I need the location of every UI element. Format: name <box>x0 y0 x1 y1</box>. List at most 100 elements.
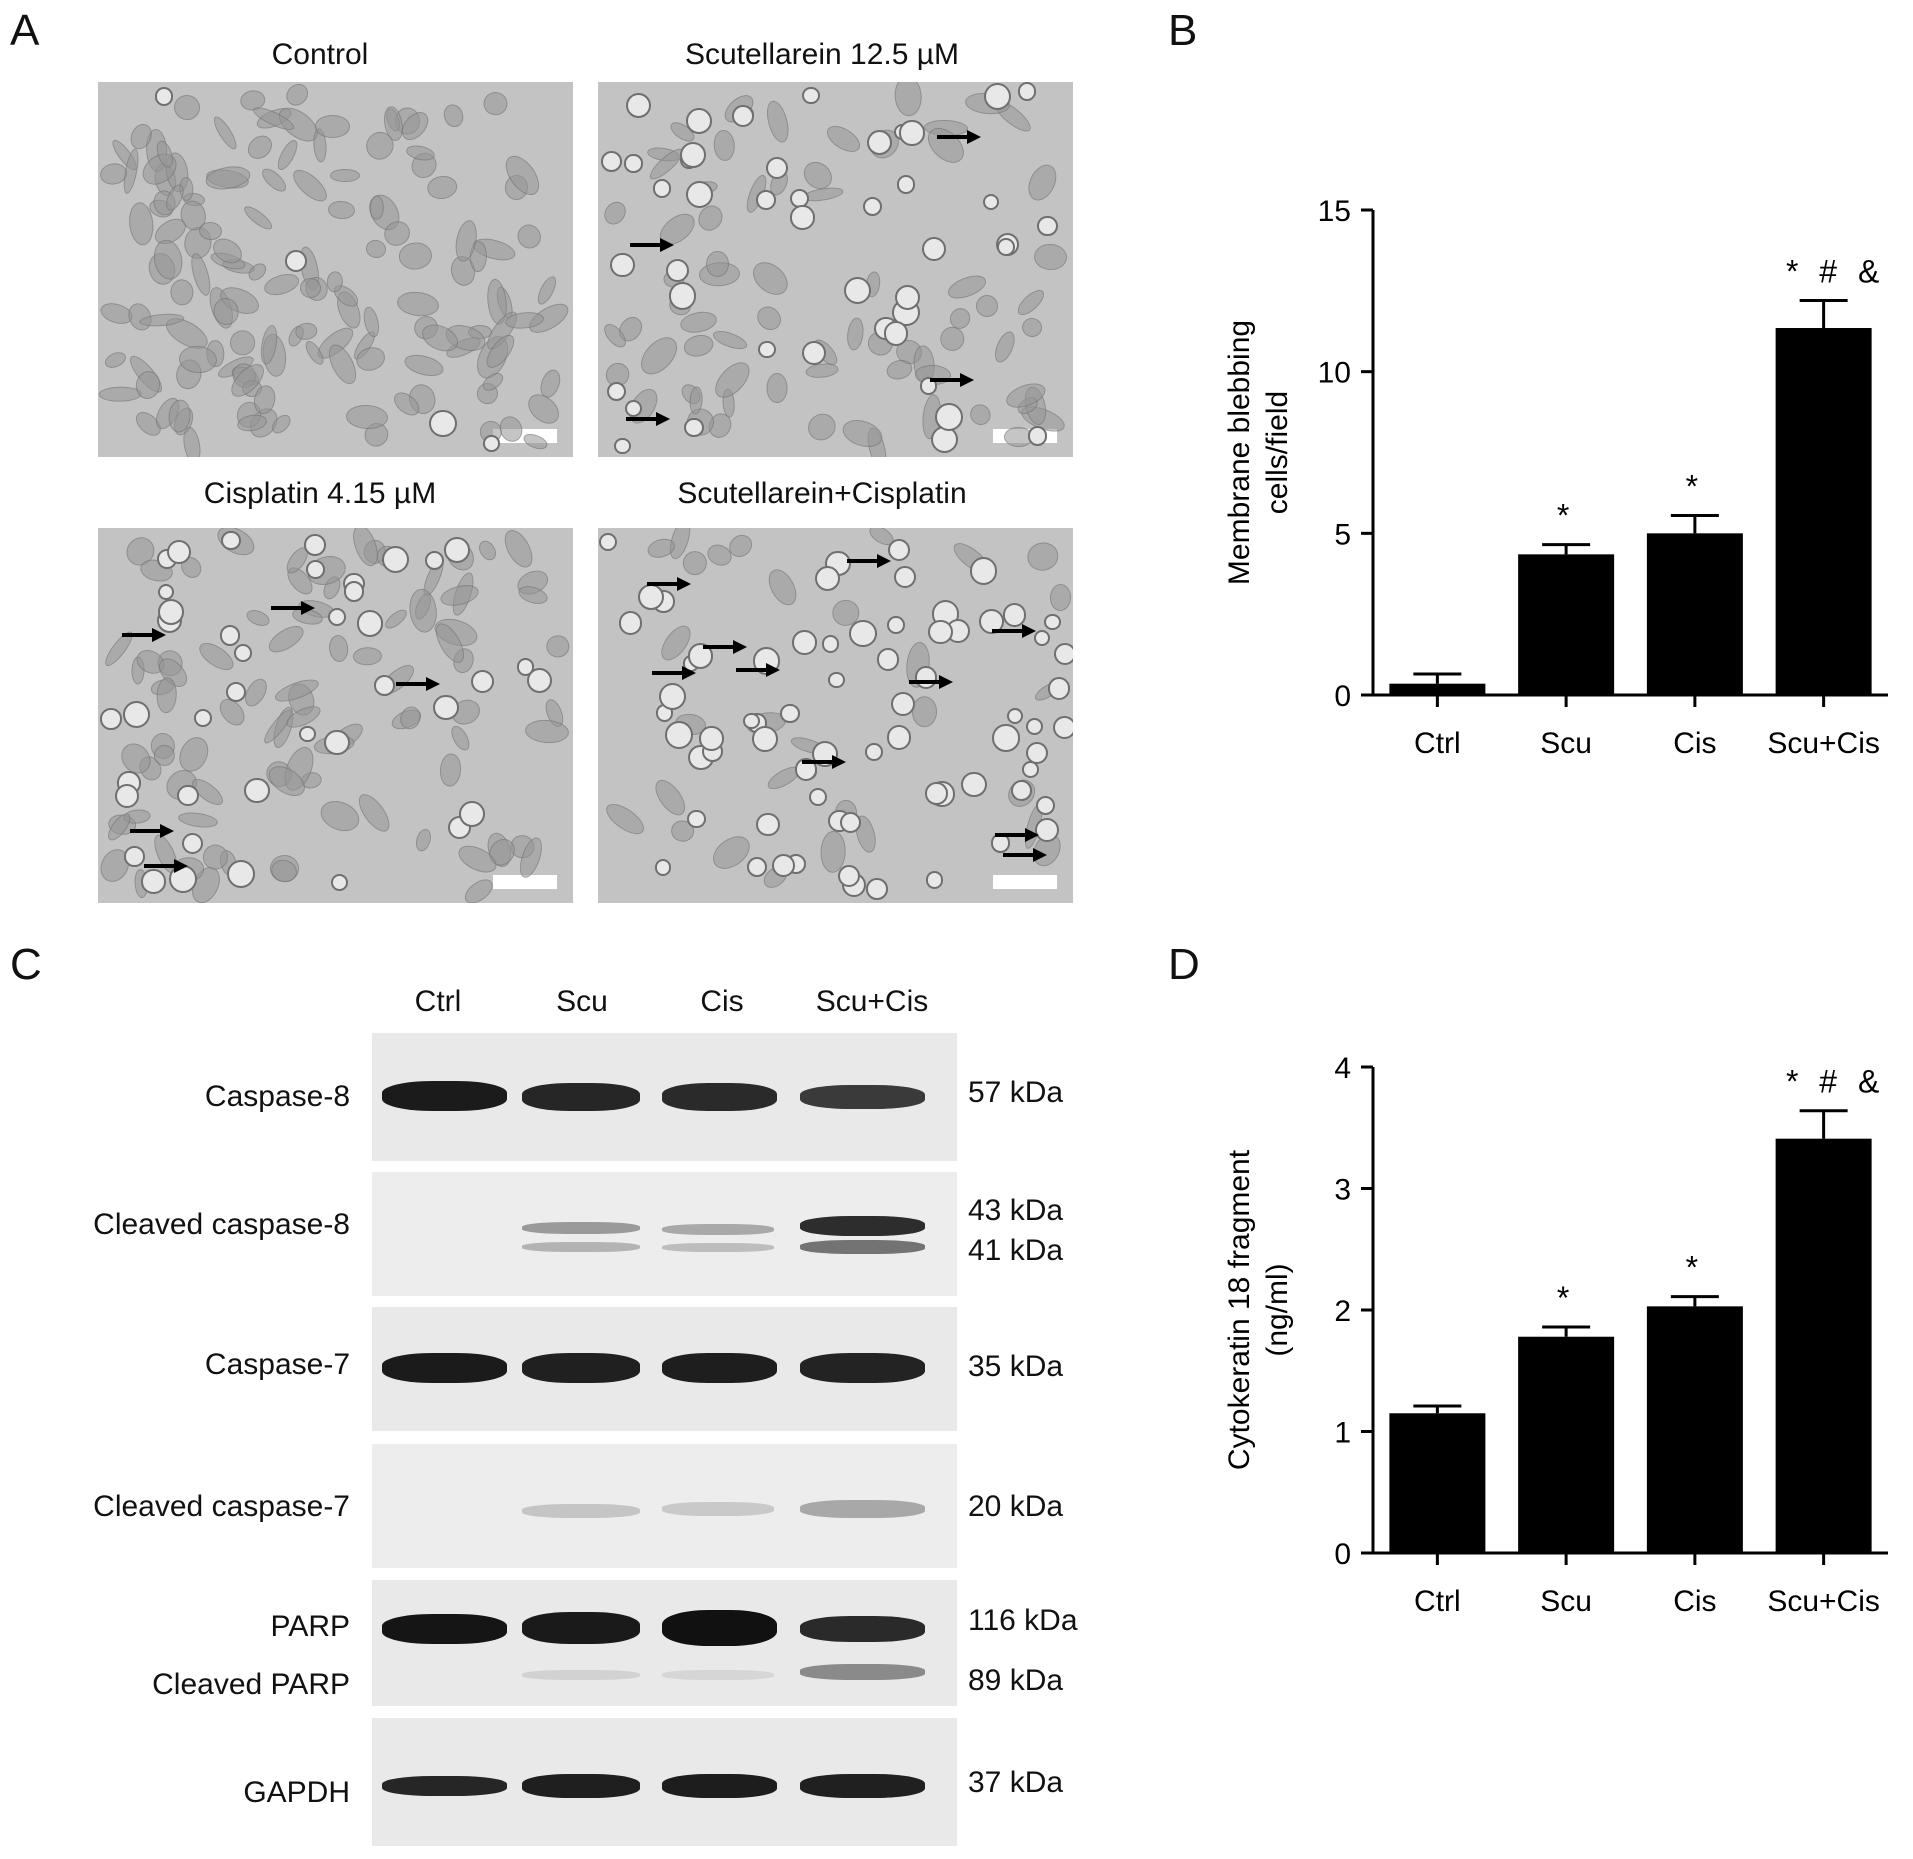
cell-round <box>618 611 643 635</box>
cell-round <box>1022 761 1040 779</box>
cell-round <box>124 846 145 867</box>
cell-flat <box>747 255 795 301</box>
cell-round <box>1053 643 1073 666</box>
cell-round <box>1028 426 1048 446</box>
cell-round <box>876 648 900 672</box>
cell-round <box>680 142 707 169</box>
cell-flat <box>766 372 788 404</box>
band <box>662 1083 777 1111</box>
cell-round <box>982 193 999 211</box>
cell-round <box>115 783 140 808</box>
cell-round <box>699 726 724 751</box>
cell-round <box>1033 629 1050 646</box>
cell-round <box>1003 603 1027 627</box>
cell-round <box>166 539 192 565</box>
cell-round <box>330 874 348 892</box>
cell-round <box>684 417 704 437</box>
x-tick-label: Cis <box>1673 1585 1716 1618</box>
blot-label-cleaved-parp: Cleaved PARP <box>152 1668 350 1701</box>
y-tick-label: 1 <box>1334 1417 1351 1450</box>
arrow-icon <box>992 624 1037 639</box>
arrow-icon <box>994 827 1039 842</box>
band <box>800 1774 925 1798</box>
cell-flat <box>1033 243 1068 272</box>
lane-label-ctrl: Ctrl <box>414 985 462 1018</box>
cell-round <box>792 630 818 655</box>
arrow-icon <box>735 662 780 677</box>
cell-round <box>654 859 672 876</box>
cell-round <box>659 682 687 710</box>
lane-label-cis: Cis <box>700 985 744 1018</box>
blot-label-gapdh: GAPDH <box>243 1776 350 1809</box>
cell-round <box>668 281 697 310</box>
cell-round <box>614 437 631 454</box>
y-tick-label: 5 <box>1334 518 1351 551</box>
cell-flat <box>327 633 350 663</box>
arrow-icon <box>847 553 892 568</box>
cell-round <box>599 533 618 552</box>
cell-flat <box>893 82 924 118</box>
cell-flat <box>402 351 447 381</box>
arrow-icon <box>1003 848 1048 863</box>
cell-round <box>922 237 947 262</box>
cell-flat <box>498 528 538 573</box>
cell-round <box>516 658 535 676</box>
cell-round <box>141 869 166 894</box>
kda-cleaved-parp: 89 kDa <box>968 1664 1064 1697</box>
cell-round <box>961 771 987 798</box>
band <box>800 1664 925 1680</box>
panel-label-a: A <box>10 6 40 55</box>
cell-flat <box>822 120 865 158</box>
arrow-icon <box>936 130 981 145</box>
band <box>800 1240 925 1254</box>
cell-flat <box>439 753 463 789</box>
cell-flat <box>171 92 203 124</box>
micrograph-title-combination: Scutellarein+Cisplatin <box>677 477 967 510</box>
cell-round <box>752 726 779 752</box>
blot-label-caspase-8: Caspase-8 <box>204 1080 350 1113</box>
cell-round <box>343 581 365 603</box>
cell-flat <box>327 199 355 220</box>
cell-round <box>883 321 908 346</box>
panel-label-c: C <box>10 940 42 989</box>
band <box>800 1616 925 1642</box>
x-tick-label: Scu+Cis <box>1767 1585 1880 1618</box>
cell-round <box>732 104 755 127</box>
cell-flat <box>440 101 467 130</box>
cell-flat <box>361 305 383 339</box>
cell-round <box>606 382 626 402</box>
band <box>522 1774 640 1798</box>
cell-round <box>233 643 252 662</box>
band <box>522 1504 640 1518</box>
cell-round <box>1037 215 1058 237</box>
x-tick-label: Scu <box>1540 727 1592 760</box>
arrow-icon <box>802 755 847 770</box>
cell-round <box>299 726 316 743</box>
cell-round <box>895 284 921 310</box>
cell-flat <box>1050 583 1073 611</box>
cell-round <box>285 249 308 272</box>
cell-round <box>887 539 910 562</box>
blot-caspase-7 <box>372 1307 957 1431</box>
bar <box>1775 328 1872 695</box>
cell-round <box>840 812 862 834</box>
cell-round <box>848 619 877 648</box>
cell-round <box>526 668 552 694</box>
cell-flat <box>203 163 253 194</box>
y-tick-label: 4 <box>1334 1052 1351 1085</box>
cell-flat <box>534 273 561 308</box>
x-tick-label: Scu+Cis <box>1767 727 1880 760</box>
cell-flat <box>681 331 716 360</box>
arrow-icon <box>703 639 748 654</box>
bar <box>1518 1336 1615 1553</box>
cell-round <box>244 777 270 803</box>
cell-round <box>1011 780 1032 801</box>
significance-label: * # & <box>1786 1064 1885 1100</box>
blot-label-cleaved-caspase-7: Cleaved caspase-7 <box>93 1490 350 1523</box>
cell-round <box>891 691 916 716</box>
chart-membrane-blebbing: 0 5 10 15 Membrane blebbing cells/field Ctrl Sc… <box>1223 195 1888 760</box>
band <box>522 1222 640 1234</box>
cell-flat <box>1022 159 1062 205</box>
band <box>662 1243 774 1252</box>
cell-flat <box>353 789 396 838</box>
